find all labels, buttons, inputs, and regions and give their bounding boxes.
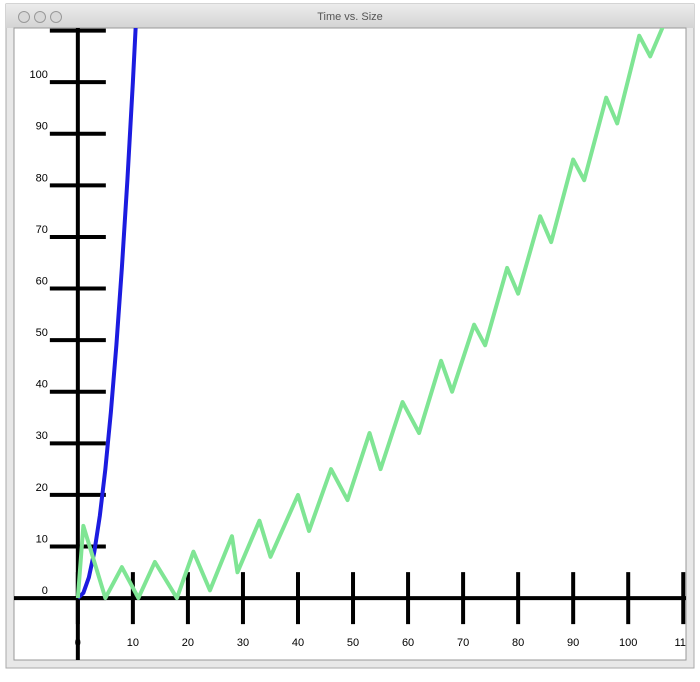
x-tick-label: 90 [567,637,579,649]
y-tick-label: 110 [30,17,48,29]
x-tick-label: 70 [457,637,469,649]
x-tick-label: 110 [674,637,692,649]
x-tick-label: 10 [127,637,139,649]
minimize-button[interactable] [34,11,46,23]
y-tick-label: 50 [36,327,48,339]
x-tick-label: 30 [237,637,249,649]
title-bar [6,4,694,28]
plot: 0 10 20 30 40 50 60 70 80 90 100 110 0 10 20 30 40 50 60 70… [14,17,692,660]
y-tick-label: 20 [36,482,48,494]
y-tick-label: 80 [36,172,48,184]
series-line [76,28,138,600]
y-tick-label: 40 [36,379,48,391]
y-tick-label: 100 [29,69,47,81]
x-tick-label: 50 [347,637,359,649]
y-tick-label: 90 [36,121,48,133]
x-tick-label: 60 [402,637,414,649]
y-tick-label: 60 [36,275,48,287]
y-tick-label: 10 [36,533,48,545]
series-line [75,28,665,601]
x-tick-label: 80 [512,637,524,649]
x-tick-label: 40 [292,637,304,649]
y-tick-label: 30 [36,430,48,442]
x-tick-label: 20 [182,637,194,649]
x-tick-label: 100 [619,637,637,649]
window-title: Time vs. Size [317,11,383,23]
zoom-button[interactable] [50,11,62,23]
y-tick-label: 70 [36,224,48,236]
close-button[interactable] [18,11,30,23]
plot-area [13,27,687,661]
y-tick-label: 0 [42,585,48,597]
x-tick-label: 0 [75,637,81,649]
